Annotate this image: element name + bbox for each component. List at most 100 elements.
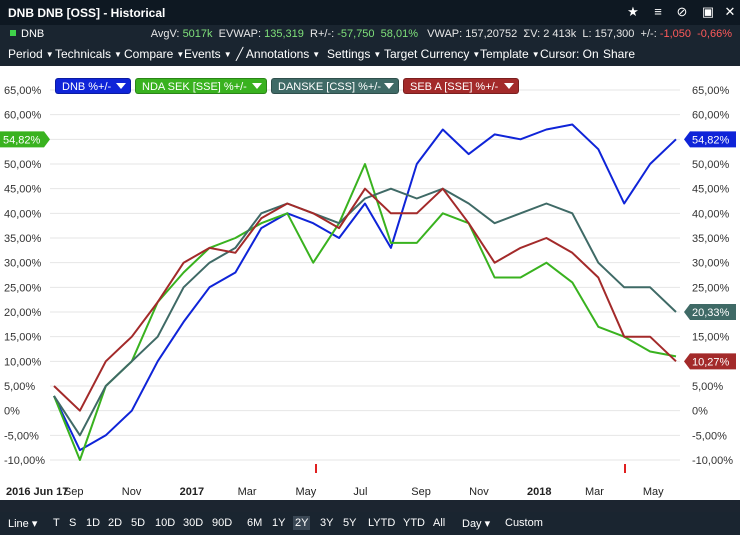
range-button-all[interactable]: All [433,517,446,529]
chart-area[interactable]: 65,00%65,00%60,00%60,00%55,00%55,00%50,0… [0,66,740,500]
menu-template-label: Template [480,47,529,61]
chevron-down-icon: ▼ [176,50,185,59]
last-value-tag-2 [684,304,736,320]
last-value-label-2: 20,33% [692,307,730,319]
symbol-label[interactable]: DNB [10,28,44,40]
menu-period[interactable]: Period ▼ [8,47,54,61]
menu-events-label: Events [184,47,221,61]
range-button-ytd[interactable]: YTD [403,517,425,529]
range-button-line[interactable]: Line ▾ [8,518,38,530]
menu-period-label: Period [8,47,43,61]
favorite-star-icon[interactable]: ★ [627,4,639,19]
symbol-text: DNB [21,28,45,40]
change-value: -1,050 [659,28,692,40]
menu-template[interactable]: Template ▼ [480,47,540,61]
range-button-5y[interactable]: 5Y [343,517,357,529]
menu-events[interactable]: Events ▼ [184,47,232,61]
legend-chip-danske[interactable]: DANSKE [CSS] %+/- [271,78,399,94]
sumv-value: 2 413k [543,28,577,40]
menu-cursor-label: Cursor: On [540,47,599,61]
avgv-label: AvgV: [150,28,180,40]
y-tick-label-left: 25,00% [4,282,42,294]
x-tick-label: May [295,486,316,498]
y-tick-label-left: 15,00% [4,332,42,344]
range-button-90d[interactable]: 90D [212,517,233,529]
x-tick-label: Mar [585,486,604,498]
y-tick-label-right: -10,00% [692,455,733,467]
y-tick-label-right: 60,00% [692,110,730,122]
range-button-custom[interactable]: Custom [505,517,543,529]
y-tick-label-left: 45,00% [4,184,42,196]
evwap-label: EVWAP: [218,28,262,40]
menu-compare-label: Compare [124,47,174,61]
pencil-icon: ╱ [236,47,246,61]
legend-chip-dnb[interactable]: DNB %+/- [55,78,131,94]
menu-settings-label: Settings [327,47,371,61]
range-button-1y[interactable]: 1Y [272,517,286,529]
range-button-30d[interactable]: 30D [183,517,204,529]
menu-compare[interactable]: Compare ▼ [124,47,184,61]
range-button-10d[interactable]: 10D [155,517,176,529]
menu-cursor[interactable]: Cursor: On [540,47,599,61]
vwap-label: VWAP: [427,28,463,40]
y-tick-label-right: 40,00% [692,208,730,220]
chevron-down-icon: ▼ [373,50,382,59]
x-tick-label: 2016 Jun 17 [6,486,68,498]
range-button-3y[interactable]: 3Y [320,517,334,529]
x-tick-label: Sep [64,486,84,498]
x-tick-label: Nov [122,486,142,498]
range-button-s[interactable]: S [69,517,77,529]
range-button-5d[interactable]: 5D [131,517,146,529]
vwap-value: 157,20752 [465,28,518,40]
unlink-icon[interactable]: ⊘ [676,4,688,19]
x-tick-label: Jul [353,486,367,498]
last-value-tag-3 [684,353,736,370]
legend-chip-seb[interactable]: SEB A [SSE] %+/- [403,78,519,94]
chevron-down-icon [252,83,262,89]
menu-settings[interactable]: Settings ▼ [327,47,381,61]
menu-share-label: Share [603,47,636,61]
range-button-1d[interactable]: 1D [86,517,101,529]
menu-share[interactable]: Share [603,47,635,61]
y-tick-label-right: 5,00% [692,381,723,393]
series-line-3 [53,187,677,412]
menu-technicals[interactable]: Technicals ▼ [55,47,122,61]
range-button-t[interactable]: T [53,517,60,529]
range-button-6m[interactable]: 6M [247,517,263,529]
window-title: DNB DNB [OSS] - Historical [8,6,166,20]
menu-annotations[interactable]: ╱ Annotations ▼ [236,47,320,61]
chart-svg[interactable]: 65,00%65,00%60,00%60,00%55,00%55,00%50,0… [0,66,740,500]
chevron-down-icon: ▼ [45,50,54,59]
quote-info-bar: DNB AvgV: 5017k EVWAP: 135,319 R+/-: -57… [0,25,740,45]
title-bar: DNB DNB [OSS] - Historical ★ ≡ ⊘ ▣ ✕ [0,0,740,25]
menu-target-currency[interactable]: Target Currency ▼ [384,47,480,61]
x-tick-label: 2018 [527,486,551,498]
y-tick-label-right: 45,00% [692,184,730,196]
y-tick-label-right: 15,00% [692,332,730,344]
y-tick-label-right: 25,00% [692,282,730,294]
evwap-value: 135,319 [264,28,304,40]
range-button-2d[interactable]: 2D [108,517,123,529]
range-button-lytd[interactable]: LYTD [368,517,396,529]
avgv-value: 5017k [182,28,213,40]
y-tick-label-left: 60,00% [4,110,42,122]
y-tick-label-left: 50,00% [4,159,42,171]
change-pct-value: -0,66% [697,28,732,40]
legend-chip-nda-label: NDA SEK [SSE] %+/- [142,81,247,93]
y-tick-label-left: 65,00% [4,85,42,97]
legend-chip-seb-label: SEB A [SSE] %+/- [410,81,499,93]
y-tick-label-right: 50,00% [692,159,730,171]
left-value-tag [0,131,50,148]
close-icon[interactable]: ✕ [724,4,736,19]
sumv-label: ΣV: [523,28,541,40]
range-button-day[interactable]: Day ▾ [462,518,491,530]
chevron-down-icon: ▾ [28,518,38,530]
range-button-2y[interactable]: 2Y [293,516,311,530]
window-options-icon[interactable]: ▣ [701,4,715,19]
menu-icon[interactable]: ≡ [654,4,662,19]
y-tick-label-left: 20,00% [4,307,42,319]
legend-chip-nda[interactable]: NDA SEK [SSE] %+/- [135,78,267,94]
x-tick-label: Nov [469,486,489,498]
series-line-0 [53,123,677,452]
